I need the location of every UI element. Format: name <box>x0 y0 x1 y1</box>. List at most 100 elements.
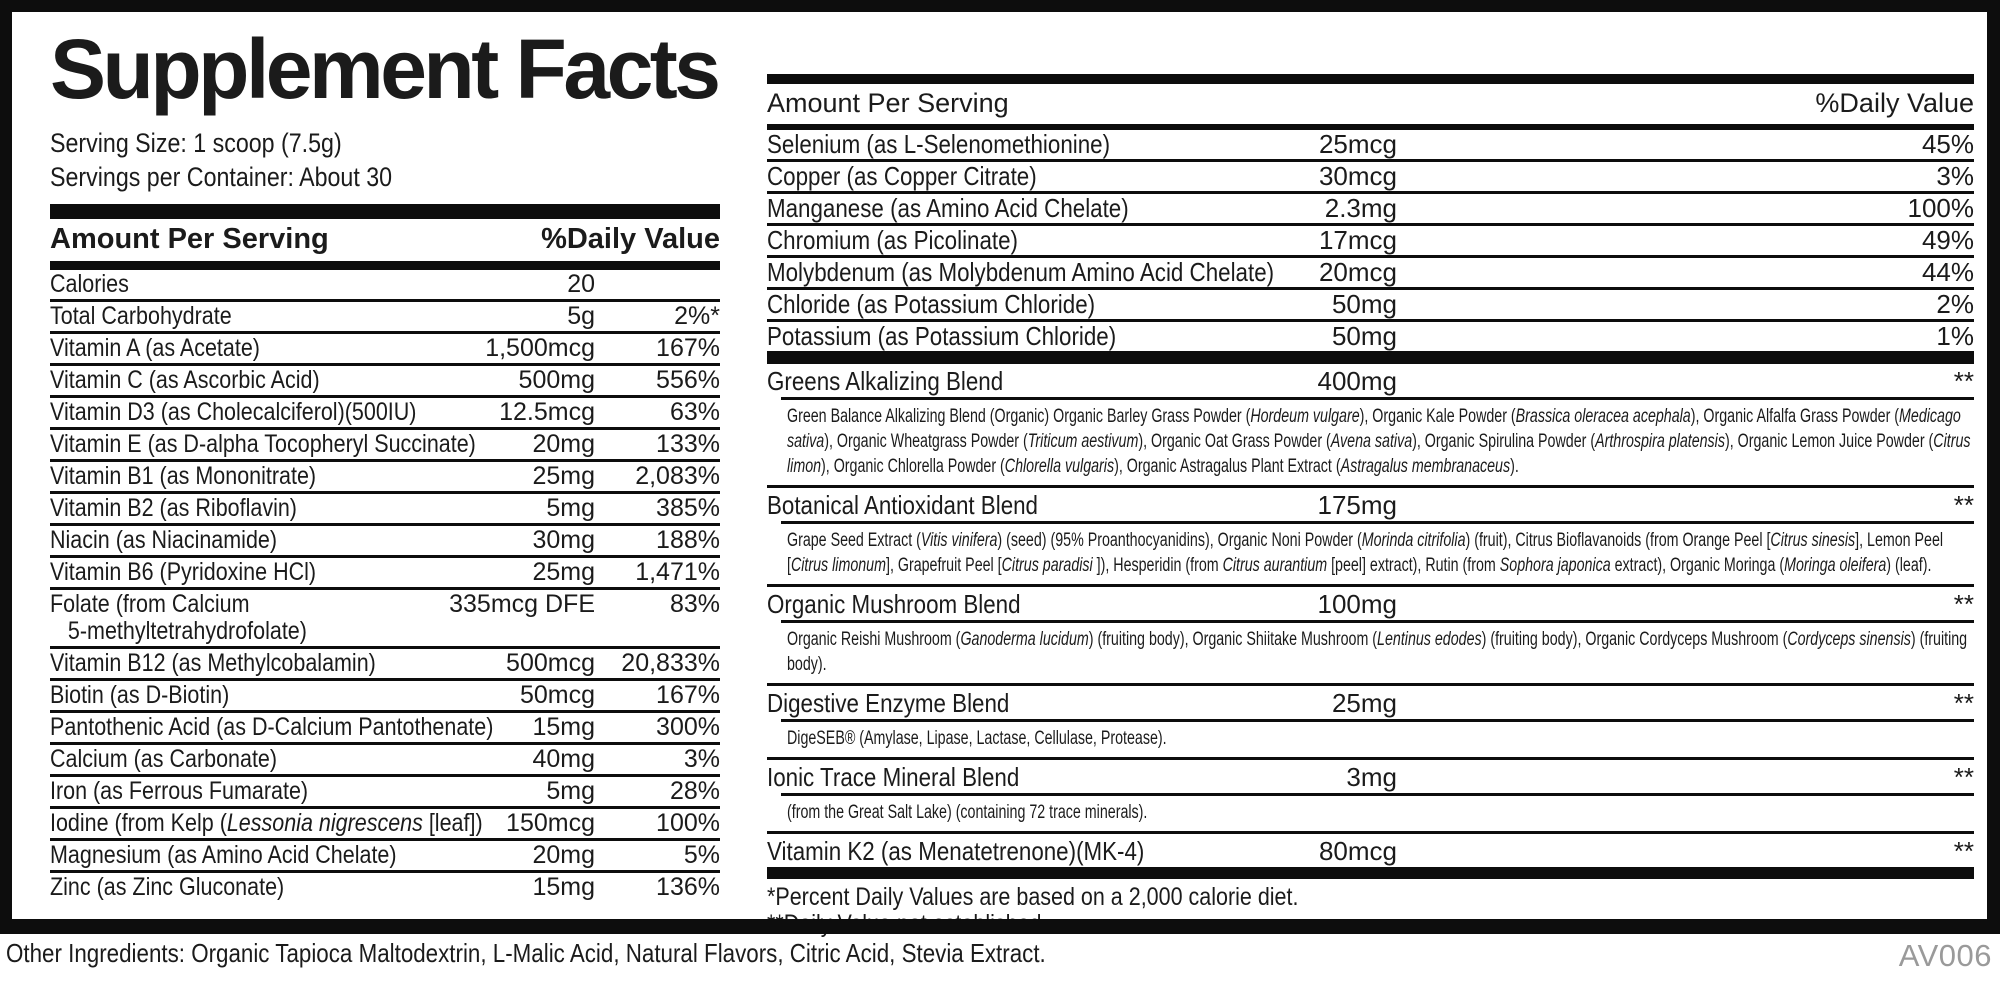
nutrient-name: Calories <box>50 270 129 299</box>
divider-thick-bar <box>767 74 1974 84</box>
nutrient-daily-value: 188% <box>656 526 720 555</box>
nutrient-daily-value: 556% <box>656 366 720 395</box>
label-bottom-bar <box>0 919 2000 934</box>
nutrient-row: Calcium (as Carbonate) 40mg 3% <box>50 745 720 778</box>
blend-title-row: Ionic Trace Mineral Blend 3mg ** <box>767 760 1974 793</box>
nutrient-name: Vitamin B6 (Pyridoxine HCl) <box>50 558 317 587</box>
nutrient-amount: 30mcg <box>1318 161 1397 191</box>
nutrient-name: Molybdenum (as Molybdenum Amino Acid Che… <box>767 257 1275 287</box>
nutrient-name: Vitamin B12 (as Methylcobalamin) <box>50 649 376 678</box>
nutrient-amount: 17mcg <box>1318 225 1397 255</box>
blend-description-wrap: (from the Great Salt Lake) (containing 7… <box>767 793 1974 831</box>
divider-mid-bar <box>50 261 720 271</box>
blend-amount: 25mg <box>1331 688 1397 718</box>
daily-value-label: %Daily Value <box>541 223 720 256</box>
nutrient-daily-value: 3% <box>683 745 720 774</box>
nutrient-daily-value: 385% <box>656 494 720 523</box>
nutrient-name: Pantothenic Acid (as D-Calcium Pantothen… <box>50 713 494 742</box>
blend-block: Organic Mushroom Blend 100mg ** Organic … <box>767 587 1974 686</box>
divider-line <box>781 620 1974 623</box>
blend-amount: 400mg <box>1317 366 1398 396</box>
divider-thick-bar <box>767 351 1974 364</box>
nutrient-daily-value: 1,471% <box>635 558 720 587</box>
nutrient-row: Magnesium (as Amino Acid Chelate) 20mg 5… <box>50 841 720 874</box>
nutrient-row: Calories 20 <box>50 270 720 303</box>
nutrient-row: Vitamin C (as Ascorbic Acid) 500mg 556% <box>50 366 720 399</box>
nutrient-row: Vitamin B2 (as Riboflavin) 5mg 385% <box>50 494 720 527</box>
nutrient-amount: 50mg <box>1331 289 1397 319</box>
nutrient-row: Vitamin B1 (as Mononitrate) 25mg 2,083% <box>50 462 720 495</box>
nutrient-row: Molybdenum (as Molybdenum Amino Acid Che… <box>767 258 1974 290</box>
blend-name: Digestive Enzyme Blend <box>767 688 1010 718</box>
nutrient-daily-value: 167% <box>656 681 720 710</box>
nutrient-amount: 500mcg <box>506 649 595 678</box>
divider-line <box>781 397 1974 400</box>
blend-name: Vitamin K2 (as Menatetrenone)(MK-4) <box>767 836 1145 866</box>
blend-description-wrap: Grape Seed Extract (Vitis vinifera) (see… <box>767 521 1974 584</box>
nutrient-amount: 20mg <box>532 841 595 870</box>
blend-name: Greens Alkalizing Blend <box>767 366 1004 396</box>
blend-title-row: Organic Mushroom Blend 100mg ** <box>767 587 1974 620</box>
nutrient-daily-value: 2,083% <box>635 462 720 491</box>
nutrient-daily-value: 136% <box>656 873 720 902</box>
blend-block: Ionic Trace Mineral Blend 3mg ** (from t… <box>767 760 1974 834</box>
product-code: AV006 <box>1898 938 1992 973</box>
nutrient-amount: 150mcg <box>506 809 595 838</box>
nutrient-row: Biotin (as D-Biotin) 50mcg 167% <box>50 681 720 714</box>
blend-daily-value: ** <box>1953 366 1974 396</box>
nutrient-daily-value: 45% <box>1921 129 1974 159</box>
nutrient-daily-value: 20,833% <box>621 649 720 678</box>
footer: Other Ingredients: Organic Tapioca Malto… <box>6 938 1992 974</box>
blend-title-row: Greens Alkalizing Blend 400mg ** <box>767 364 1974 397</box>
nutrient-name: Folate (from Calcium 5-methyltetrahydrof… <box>50 590 307 646</box>
nutrient-daily-value: 100% <box>656 809 720 838</box>
divider-line <box>781 521 1974 524</box>
nutrient-name: Vitamin E (as D-alpha Tocopheryl Succina… <box>50 430 476 459</box>
divider-line <box>781 719 1974 722</box>
nutrient-row: Copper (as Copper Citrate) 30mcg 3% <box>767 162 1974 194</box>
blend-description: Green Balance Alkalizing Blend (Organic)… <box>787 406 1971 477</box>
left-table-header: Amount Per Serving %Daily Value <box>50 219 720 261</box>
nutrient-row: Vitamin A (as Acetate) 1,500mcg 167% <box>50 334 720 367</box>
nutrient-amount: 20mg <box>532 430 595 459</box>
nutrient-row: Vitamin B12 (as Methylcobalamin) 500mcg … <box>50 649 720 682</box>
nutrient-daily-value: 3% <box>1936 161 1974 191</box>
nutrient-daily-value: 44% <box>1921 257 1974 287</box>
serving-info: Serving Size: 1 scoop (7.5g) Servings pe… <box>50 126 720 194</box>
nutrient-amount: 335mcg DFE <box>449 590 595 619</box>
nutrient-row: Niacin (as Niacinamide) 30mg 188% <box>50 526 720 559</box>
nutrient-row: Chromium (as Picolinate) 17mcg 49% <box>767 226 1974 258</box>
nutrient-name: Vitamin B1 (as Mononitrate) <box>50 462 317 491</box>
nutrient-daily-value: 83% <box>669 590 720 619</box>
blend-daily-value: ** <box>1953 836 1974 866</box>
nutrient-daily-value: 167% <box>656 334 720 363</box>
blend-block: Greens Alkalizing Blend 400mg ** Green B… <box>767 364 1974 488</box>
nutrient-amount: 30mg <box>532 526 595 555</box>
nutrient-row: Folate (from Calcium 5-methyltetrahydrof… <box>50 590 720 650</box>
nutrient-name: Vitamin C (as Ascorbic Acid) <box>50 366 320 395</box>
blend-block: Botanical Antioxidant Blend 175mg ** Gra… <box>767 488 1974 587</box>
blend-description: DigeSEB® (Amylase, Lipase, Lactase, Cell… <box>787 728 1167 749</box>
blend-description-wrap: Organic Reishi Mushroom (Ganoderma lucid… <box>767 620 1974 683</box>
page-title: Supplement Facts <box>50 22 721 116</box>
nutrient-amount: 5mg <box>546 494 595 523</box>
nutrient-daily-value: 300% <box>656 713 720 742</box>
nutrient-amount: 20 <box>567 270 595 299</box>
nutrient-name: Selenium (as L-Selenomethionine) <box>767 129 1111 159</box>
nutrient-name: Magnesium (as Amino Acid Chelate) <box>50 841 397 870</box>
nutrient-row: Potassium (as Potassium Chloride) 50mg 1… <box>767 322 1974 351</box>
nutrient-amount: 50mg <box>1331 321 1397 351</box>
nutrient-amount: 2.3mg <box>1324 193 1397 223</box>
nutrient-amount: 25mg <box>532 462 595 491</box>
nutrient-name: Iron (as Ferrous Fumarate) <box>50 777 309 806</box>
blend-title-row: Botanical Antioxidant Blend 175mg ** <box>767 488 1974 521</box>
nutrient-amount: 5g <box>567 302 595 331</box>
nutrient-name: Potassium (as Potassium Chloride) <box>767 321 1117 351</box>
nutrient-name: Copper (as Copper Citrate) <box>767 161 1037 191</box>
daily-value-label: %Daily Value <box>1815 88 1974 118</box>
nutrient-name: Iodine (from Kelp (Lessonia nigrescens [… <box>50 809 483 838</box>
nutrient-daily-value: 2% <box>1936 289 1974 319</box>
blend-description: Organic Reishi Mushroom (Ganoderma lucid… <box>787 629 1968 675</box>
right-table-header: Amount Per Serving %Daily Value <box>767 84 1974 124</box>
nutrient-name: Vitamin D3 (as Cholecalciferol)(500IU) <box>50 398 417 427</box>
